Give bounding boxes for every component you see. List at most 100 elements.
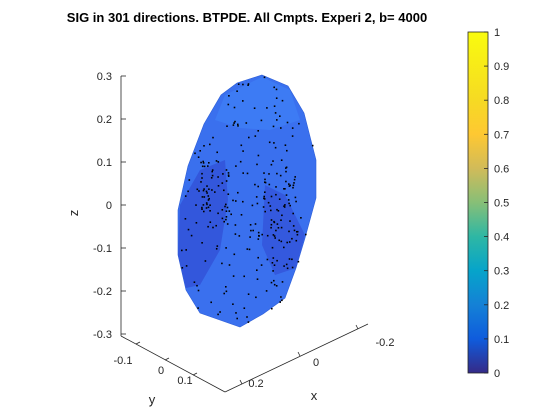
colorbar-tick-label: 0.6 (494, 163, 509, 175)
direction-point (224, 205, 226, 208)
direction-point (190, 234, 193, 237)
direction-point (237, 191, 239, 194)
direction-point (279, 115, 281, 117)
colorbar-tick-label: 1 (494, 27, 500, 39)
direction-point (260, 119, 263, 122)
direction-point (270, 223, 273, 226)
direction-point (211, 170, 213, 173)
direction-point (228, 95, 230, 97)
direction-point (288, 185, 291, 187)
direction-point (225, 247, 227, 249)
z-axis-label: z (66, 210, 81, 217)
direction-point (226, 223, 229, 225)
direction-point (217, 176, 219, 178)
direction-point (300, 217, 302, 219)
direction-point (240, 214, 243, 216)
direction-point (207, 195, 210, 197)
direction-point (289, 204, 291, 207)
direction-point (216, 245, 219, 247)
direction-point (232, 199, 234, 202)
direction-point (280, 296, 282, 298)
direction-point (267, 201, 270, 204)
direction-point (256, 202, 259, 205)
direction-point (284, 188, 286, 190)
direction-point (201, 206, 203, 209)
direction-point (280, 226, 283, 229)
direction-point (254, 223, 257, 225)
direction-point (228, 210, 231, 212)
direction-point (296, 231, 298, 233)
direction-point (199, 150, 201, 152)
direction-point (258, 234, 260, 237)
direction-point (276, 208, 278, 211)
direction-point (246, 316, 248, 318)
direction-point (293, 182, 295, 184)
direction-point (272, 160, 274, 162)
direction-point (184, 218, 187, 220)
colorbar-tick-label: 0.8 (494, 95, 509, 107)
direction-point (286, 121, 289, 124)
direction-point (201, 177, 203, 179)
direction-point (275, 88, 278, 91)
direction-point (227, 174, 230, 176)
direction-point (274, 112, 277, 114)
z-tick-label: -0.1 (93, 243, 112, 255)
direction-point (286, 149, 288, 152)
direction-point (217, 161, 220, 163)
direction-point (201, 242, 203, 244)
direction-point (256, 269, 258, 271)
direction-point (270, 209, 272, 212)
direction-point (202, 160, 204, 163)
direction-point (275, 285, 278, 287)
direction-point (227, 193, 230, 195)
direction-point (223, 189, 225, 192)
direction-point (286, 241, 288, 244)
direction-point (187, 190, 189, 193)
direction-point (274, 237, 276, 239)
direction-point (196, 188, 199, 191)
z-axis: 0.3 0.2 0.1 0 -0.1 -0.2 -0.3 z (66, 71, 126, 341)
direction-point (294, 196, 297, 199)
direction-point (185, 249, 187, 251)
direction-point (227, 103, 230, 106)
direction-point (211, 169, 214, 171)
z-tick-label: 0.3 (97, 71, 112, 83)
direction-point (237, 83, 240, 85)
direction-point (291, 135, 294, 137)
direction-point (236, 317, 238, 320)
direction-point (293, 178, 296, 181)
direction-point (205, 207, 208, 209)
direction-point (270, 281, 273, 284)
direction-point (246, 172, 249, 175)
direction-point (263, 172, 265, 174)
direction-point (237, 123, 239, 126)
direction-point (273, 283, 276, 286)
direction-point (278, 198, 281, 200)
direction-point (225, 203, 227, 206)
direction-point (203, 188, 205, 190)
direction-point (225, 290, 228, 293)
direction-point (257, 238, 260, 240)
direction-point (292, 186, 294, 189)
direction-point (280, 159, 283, 161)
colorbar-tick-label: 0.1 (494, 334, 509, 346)
direction-point (291, 258, 293, 261)
direction-point (271, 262, 274, 264)
direction-point (185, 265, 188, 267)
direction-point (222, 173, 224, 175)
direction-point (187, 228, 190, 231)
direction-point (276, 119, 278, 121)
direction-point (208, 162, 210, 164)
direction-point (239, 160, 242, 163)
direction-point (263, 195, 265, 198)
direction-point (247, 83, 250, 85)
direction-point (292, 212, 294, 215)
direction-point (249, 224, 252, 226)
direction-point (215, 248, 218, 250)
direction-point (288, 258, 291, 260)
direction-point (184, 195, 187, 197)
direction-point (207, 165, 209, 167)
direction-point (247, 293, 250, 295)
direction-point (270, 226, 272, 229)
